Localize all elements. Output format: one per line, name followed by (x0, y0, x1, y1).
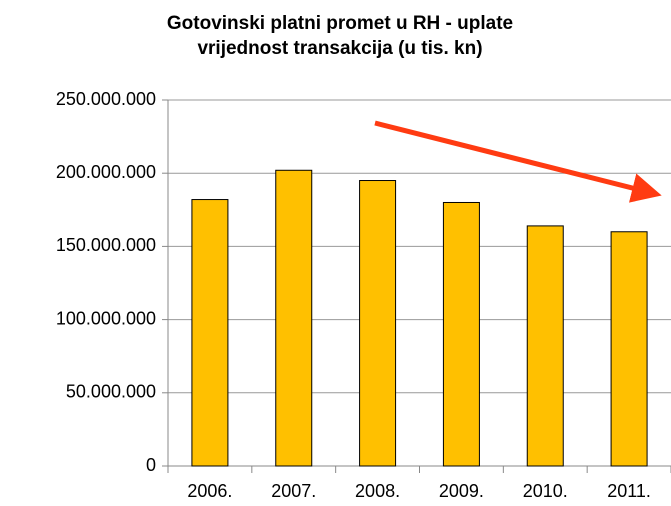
bar (610, 231, 648, 467)
y-tick-label: 100.000.000 (56, 308, 156, 328)
bar (275, 169, 313, 467)
y-tick-label: 200.000.000 (56, 162, 156, 182)
y-tick-label: 150.000.000 (56, 235, 156, 255)
bar (191, 199, 229, 467)
chart-title: Gotovinski platni promet u RH - uplate (167, 13, 513, 34)
x-tick-label: 2010. (523, 481, 568, 501)
x-tick-label: 2008. (355, 481, 400, 501)
bar (359, 180, 397, 467)
chart-subtitle: vrijednost transakcija (u tis. kn) (197, 38, 482, 59)
y-tick-label: 50.000.000 (66, 382, 156, 402)
y-tick-label: 0 (146, 455, 156, 475)
x-tick-label: 2009. (439, 481, 484, 501)
x-tick-label: 2006. (187, 481, 232, 501)
bar (442, 201, 480, 467)
x-tick-label: 2007. (271, 481, 316, 501)
trend-arrow (374, 120, 662, 203)
bar (526, 225, 564, 467)
y-tick-label: 250.000.000 (56, 89, 156, 109)
x-tick-label: 2011. (607, 481, 651, 501)
